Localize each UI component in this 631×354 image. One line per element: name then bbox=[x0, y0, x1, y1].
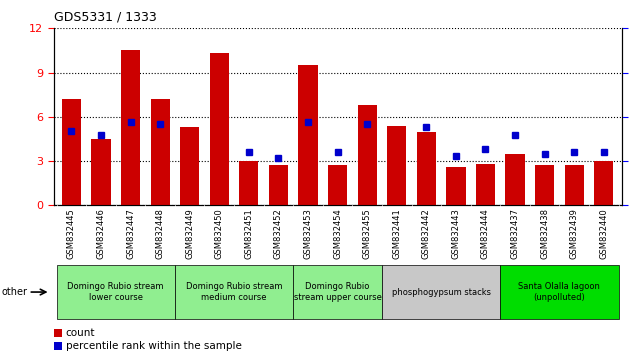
Text: GSM832444: GSM832444 bbox=[481, 208, 490, 259]
Bar bbox=[446, 167, 466, 205]
Text: GSM832443: GSM832443 bbox=[451, 208, 461, 259]
Bar bbox=[358, 105, 377, 205]
Text: GSM832447: GSM832447 bbox=[126, 208, 135, 259]
Text: GSM832455: GSM832455 bbox=[363, 208, 372, 259]
Bar bbox=[54, 342, 62, 350]
Bar bbox=[269, 166, 288, 205]
Text: GSM832451: GSM832451 bbox=[244, 208, 254, 259]
Bar bbox=[91, 139, 110, 205]
Bar bbox=[209, 53, 229, 205]
Bar bbox=[239, 161, 259, 205]
Bar bbox=[175, 265, 293, 319]
Text: GSM832437: GSM832437 bbox=[510, 208, 519, 259]
Text: Santa Olalla lagoon
(unpolluted): Santa Olalla lagoon (unpolluted) bbox=[519, 282, 600, 302]
Bar bbox=[505, 154, 524, 205]
Text: Domingo Rubio stream
lower course: Domingo Rubio stream lower course bbox=[68, 282, 164, 302]
Bar bbox=[476, 164, 495, 205]
Text: GSM832445: GSM832445 bbox=[67, 208, 76, 259]
Bar bbox=[151, 99, 170, 205]
Text: Domingo Rubio
stream upper course: Domingo Rubio stream upper course bbox=[293, 282, 382, 302]
Text: phosphogypsum stacks: phosphogypsum stacks bbox=[392, 287, 491, 297]
Bar bbox=[387, 126, 406, 205]
Text: GSM832438: GSM832438 bbox=[540, 208, 549, 259]
Text: GSM832449: GSM832449 bbox=[185, 208, 194, 259]
Bar bbox=[535, 166, 554, 205]
Bar bbox=[500, 265, 618, 319]
Bar bbox=[293, 265, 382, 319]
Text: GSM832440: GSM832440 bbox=[599, 208, 608, 259]
Text: other: other bbox=[1, 287, 27, 297]
Text: GSM832442: GSM832442 bbox=[422, 208, 431, 259]
Bar bbox=[594, 161, 613, 205]
Text: GSM832450: GSM832450 bbox=[215, 208, 224, 259]
Bar bbox=[62, 99, 81, 205]
Text: count: count bbox=[66, 328, 95, 338]
Bar bbox=[121, 51, 140, 205]
Text: Domingo Rubio stream
medium course: Domingo Rubio stream medium course bbox=[186, 282, 282, 302]
Bar bbox=[382, 265, 500, 319]
Bar bbox=[565, 166, 584, 205]
Text: GSM832452: GSM832452 bbox=[274, 208, 283, 259]
Bar bbox=[54, 329, 62, 337]
Text: percentile rank within the sample: percentile rank within the sample bbox=[66, 341, 242, 351]
Bar bbox=[328, 166, 347, 205]
Bar bbox=[416, 132, 436, 205]
Text: GSM832454: GSM832454 bbox=[333, 208, 342, 259]
Bar bbox=[180, 127, 199, 205]
Bar bbox=[57, 265, 175, 319]
Text: GSM832448: GSM832448 bbox=[156, 208, 165, 259]
Text: GDS5331 / 1333: GDS5331 / 1333 bbox=[54, 11, 156, 24]
Bar bbox=[298, 65, 317, 205]
Text: GSM832453: GSM832453 bbox=[304, 208, 312, 259]
Text: GSM832441: GSM832441 bbox=[392, 208, 401, 259]
Text: GSM832439: GSM832439 bbox=[570, 208, 579, 259]
Text: GSM832446: GSM832446 bbox=[97, 208, 105, 259]
